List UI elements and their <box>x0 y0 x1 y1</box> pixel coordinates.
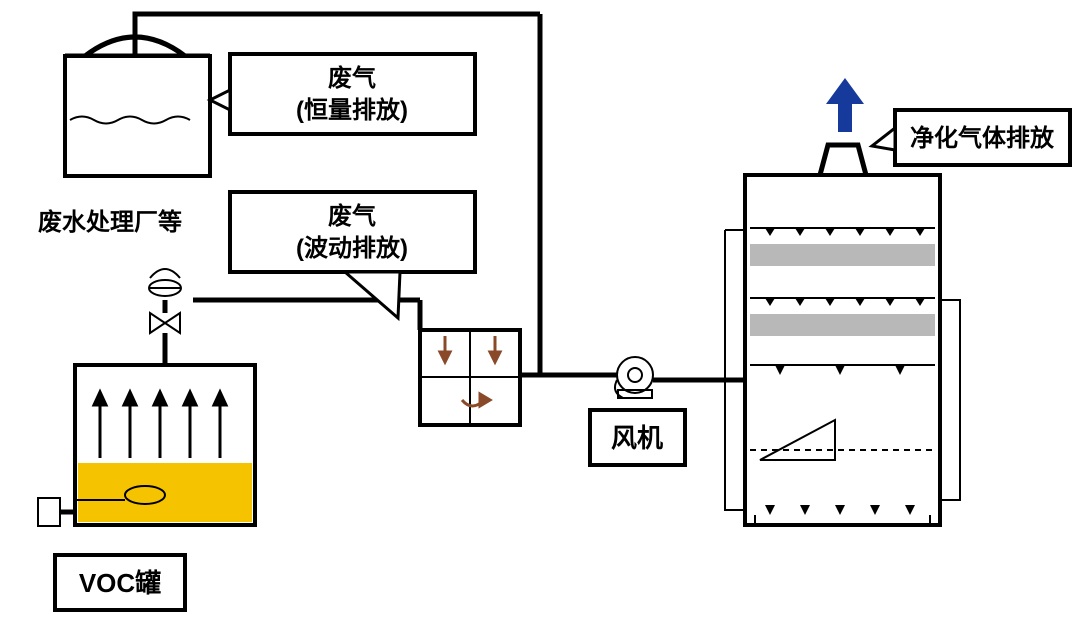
fan-label: 风机 <box>611 423 663 453</box>
voc-label-box: VOC罐 <box>55 555 185 610</box>
voc-label: VOC罐 <box>79 568 161 598</box>
scrubber-tower <box>745 145 940 525</box>
clean-gas-label: 净化气体排放 <box>910 124 1055 152</box>
variable-l1: 废气 <box>328 202 376 230</box>
callout-clean-gas: 净化气体排放 <box>872 110 1070 165</box>
callout-constant-emission: 废气 (恒量排放) <box>210 54 475 134</box>
wastewater-tank <box>65 37 210 176</box>
fan-label-box: 风机 <box>590 410 685 465</box>
constant-l1: 废气 <box>328 64 376 92</box>
constant-l2: (恒量排放) <box>296 96 408 124</box>
variable-l2: (波动排放) <box>296 234 408 262</box>
wastewater-plant-label: 废水处理厂等 <box>38 208 182 236</box>
